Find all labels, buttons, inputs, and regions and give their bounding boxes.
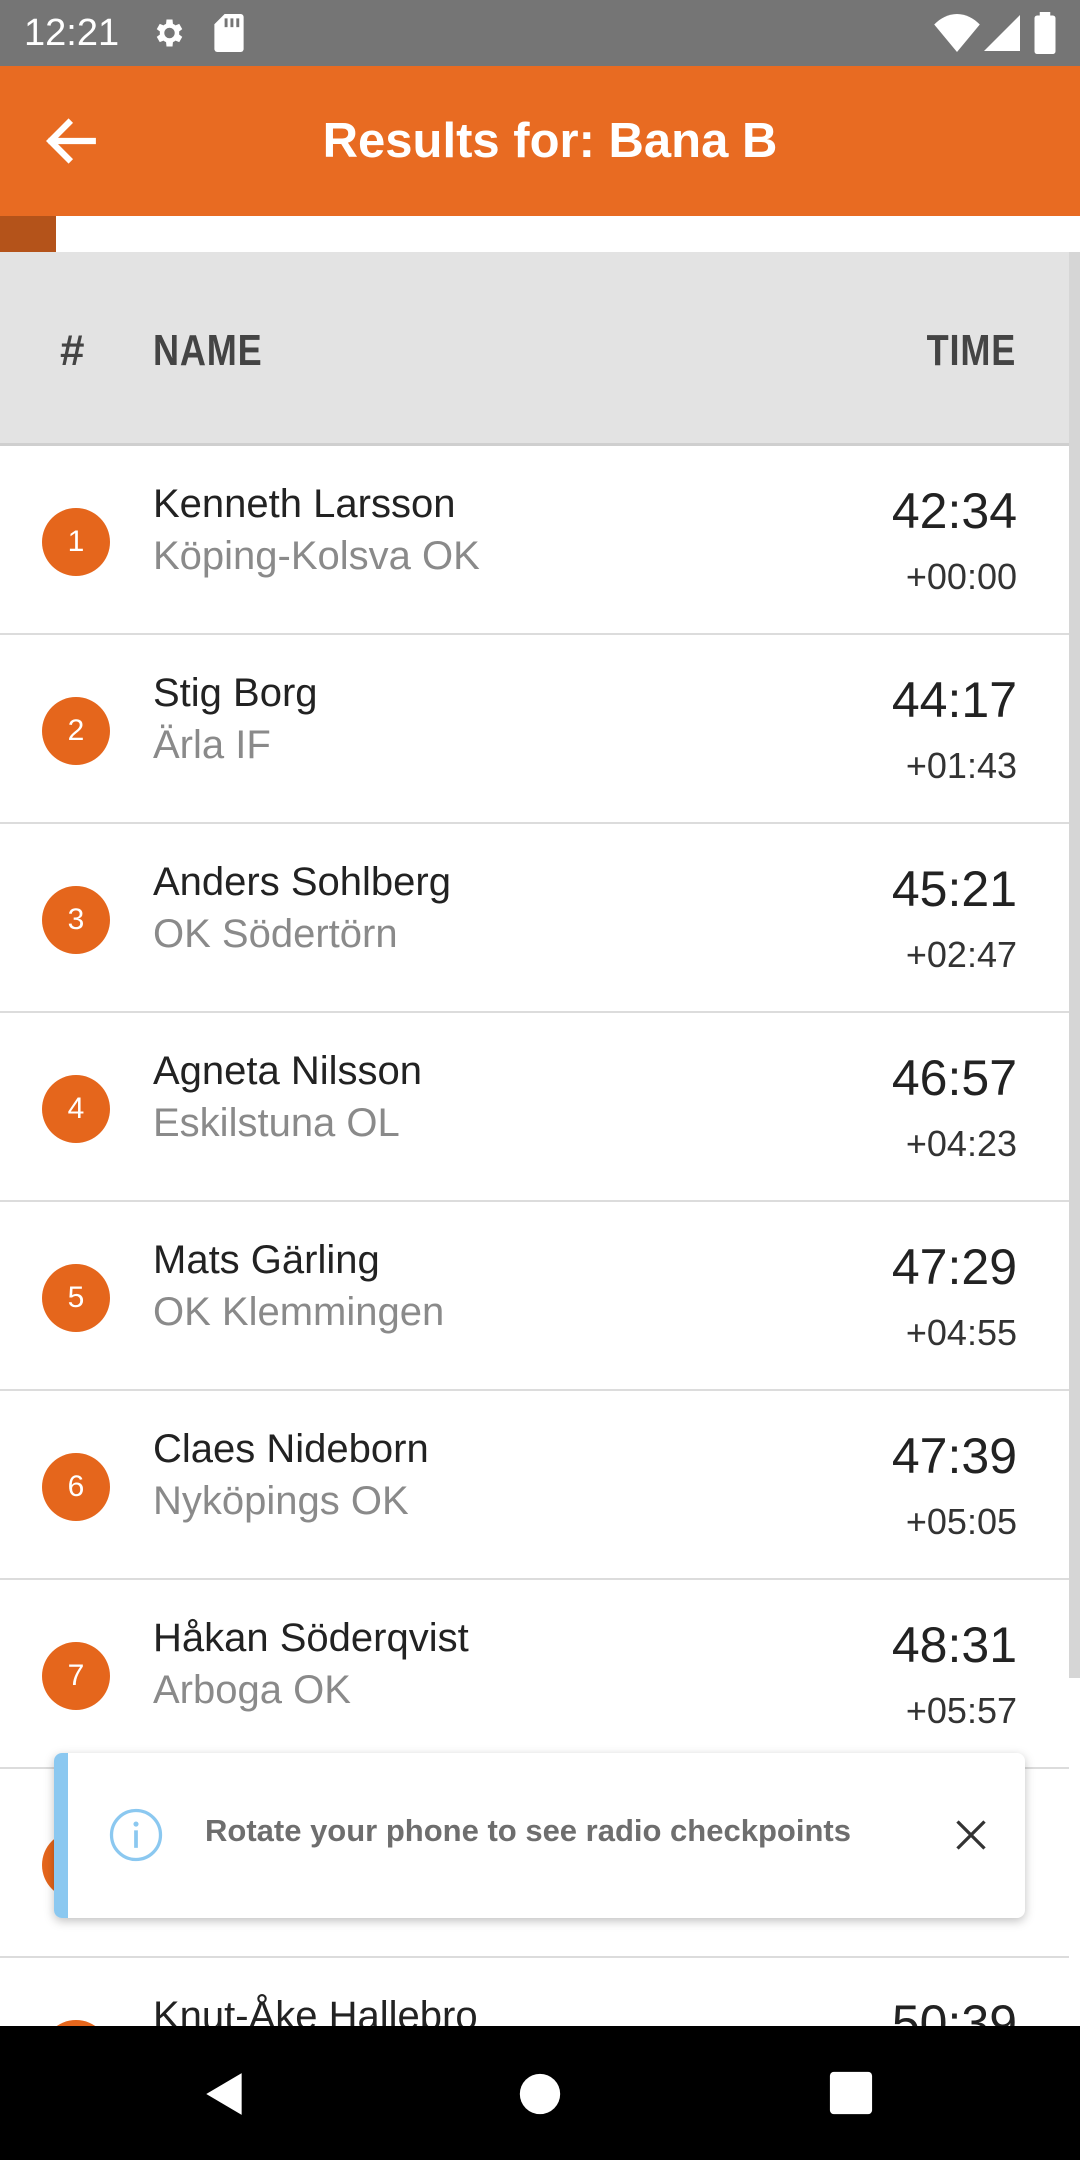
gear-icon — [156, 19, 183, 47]
time-behind: +04:23 — [905, 1123, 1017, 1164]
result-row[interactable]: 7 Håkan Söderqvist Arboga OK 48:31 +05:5… — [0, 1580, 1069, 1769]
battery-icon — [1034, 12, 1056, 54]
status-time: 12:21 — [24, 12, 120, 54]
run-time: 42:34 — [891, 483, 1017, 539]
tab-indicator[interactable] — [0, 216, 56, 252]
run-time: 47:29 — [891, 1239, 1017, 1295]
time-behind: +02:47 — [905, 934, 1017, 975]
rank-badge: 2 — [42, 697, 110, 765]
rotate-hint-toast: Rotate your phone to see radio checkpoin… — [54, 1753, 1025, 1918]
result-row[interactable]: 5 Mats Gärling OK Klemmingen 47:29 +04:5… — [0, 1202, 1069, 1391]
time-behind: +00:00 — [905, 556, 1017, 597]
app-bar: Results for: Bana B — [0, 66, 1080, 216]
runner-club: Ärla IF — [153, 723, 271, 767]
runner-name: Kenneth Larsson — [153, 482, 456, 526]
run-time: 50:39 — [891, 1995, 1017, 2026]
toast-accent-bar — [54, 1753, 68, 1918]
nav-home-icon[interactable] — [518, 2072, 562, 2116]
runner-name: Claes Nideborn — [153, 1427, 429, 1471]
runner-name: Mats Gärling — [153, 1238, 380, 1282]
page-title: Results for: Bana B — [322, 114, 778, 168]
runner-club: Eskilstuna OL — [153, 1101, 400, 1145]
runner-club: Köping-Kolsva OK — [153, 534, 480, 578]
nav-recents-icon[interactable] — [828, 2070, 874, 2116]
rank-badge: 4 — [42, 1075, 110, 1143]
scrollbar-thumb[interactable] — [1069, 252, 1080, 1678]
results-header: # NAME TIME — [0, 252, 1080, 446]
status-bar: 12:21 — [0, 0, 1080, 66]
result-row[interactable]: 2 Stig Borg Ärla IF 44:17 +01:43 — [0, 635, 1069, 824]
time-behind: +01:43 — [905, 745, 1017, 786]
rank-badge: 5 — [42, 1264, 110, 1332]
run-time: 46:57 — [891, 1050, 1017, 1106]
run-time: 48:31 — [891, 1617, 1017, 1673]
time-behind: +05:57 — [905, 1690, 1017, 1731]
rank-badge: 3 — [42, 886, 110, 954]
result-row[interactable]: 4 Agneta Nilsson Eskilstuna OL 46:57 +04… — [0, 1013, 1069, 1202]
rank-badge — [42, 2020, 110, 2026]
runner-club: OK Klemmingen — [153, 1290, 445, 1334]
result-row[interactable]: 1 Kenneth Larsson Köping-Kolsva OK 42:34… — [0, 446, 1069, 635]
signal-icon — [984, 15, 1020, 51]
rank-badge: 1 — [42, 508, 110, 576]
runner-club: Arboga OK — [153, 1668, 351, 1712]
wifi-icon — [934, 14, 980, 52]
column-name: NAME — [153, 326, 263, 375]
runner-name: Stig Borg — [153, 671, 318, 715]
result-row[interactable]: Knut-Åke Hallebro 50:39 — [0, 1958, 1069, 2026]
rank-badge: 6 — [42, 1453, 110, 1521]
runner-name: Knut-Åke Hallebro — [153, 1994, 478, 2026]
arrow-left-icon[interactable] — [40, 112, 102, 170]
column-time: TIME — [926, 326, 1016, 375]
result-row[interactable]: 3 Anders Sohlberg OK Södertörn 45:21 +02… — [0, 824, 1069, 1013]
run-time: 45:21 — [891, 861, 1017, 917]
toast-message: Rotate your phone to see radio checkpoin… — [205, 1813, 851, 1848]
result-row[interactable]: 6 Claes Nideborn Nyköpings OK 47:39 +05:… — [0, 1391, 1069, 1580]
run-time: 44:17 — [891, 672, 1017, 728]
close-icon[interactable] — [953, 1817, 989, 1853]
runner-name: Håkan Söderqvist — [153, 1616, 469, 1660]
info-icon — [109, 1808, 163, 1862]
runner-name: Agneta Nilsson — [153, 1049, 423, 1093]
time-behind: +04:55 — [905, 1312, 1017, 1353]
tab-strip — [0, 216, 1080, 252]
system-nav-bar — [0, 2026, 1080, 2160]
nav-back-icon[interactable] — [200, 2069, 250, 2119]
column-rank: # — [60, 326, 86, 375]
time-behind: +05:05 — [905, 1501, 1017, 1542]
rank-badge: 7 — [42, 1642, 110, 1710]
runner-club: Nyköpings OK — [153, 1479, 409, 1523]
runner-name: Anders Sohlberg — [153, 860, 451, 904]
run-time: 47:39 — [891, 1428, 1017, 1484]
runner-club: OK Södertörn — [153, 912, 398, 956]
sd-card-icon — [214, 14, 244, 52]
